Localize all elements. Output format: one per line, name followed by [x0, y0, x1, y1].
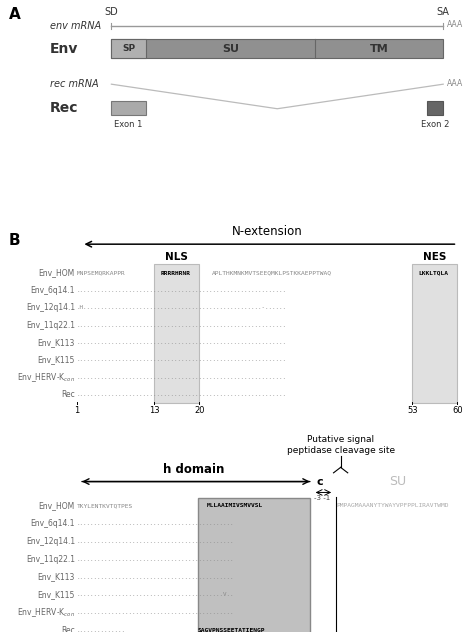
Text: SU: SU: [389, 475, 406, 488]
Text: ............................................................: ........................................…: [77, 340, 287, 345]
Text: Env_HOM: Env_HOM: [39, 269, 75, 277]
Text: Env_K115: Env_K115: [37, 355, 75, 364]
Text: Env_12q14.1: Env_12q14.1: [26, 303, 75, 312]
Text: Rec: Rec: [61, 626, 75, 632]
Text: Env: Env: [50, 42, 78, 56]
Text: SU: SU: [222, 44, 239, 54]
Text: Env_6q14.1: Env_6q14.1: [30, 519, 75, 528]
Text: ..........................................V..: ........................................…: [77, 592, 234, 597]
Text: Putative signal
peptidase cleavage site: Putative signal peptidase cleavage site: [287, 435, 395, 456]
Text: SA: SA: [437, 7, 450, 17]
Text: ............................................................: ........................................…: [77, 375, 287, 380]
Text: Env_K113: Env_K113: [37, 338, 75, 347]
Text: A: A: [9, 7, 20, 22]
Bar: [111, 100, 146, 114]
Text: RRRRHRNR: RRRRHRNR: [161, 270, 191, 276]
Text: ..............: ..............: [77, 628, 126, 632]
Text: 53: 53: [407, 406, 418, 415]
Text: Env_HERV-K$_{con}$: Env_HERV-K$_{con}$: [17, 607, 75, 619]
Text: ............................................................: ........................................…: [77, 357, 287, 362]
Bar: [427, 100, 443, 114]
Text: Exon 2: Exon 2: [421, 119, 449, 129]
Text: Env_11q22.1: Env_11q22.1: [26, 555, 75, 564]
Text: -3 -1: -3 -1: [314, 495, 330, 501]
Text: MLLAAIMIVSMVVSL: MLLAAIMIVSMVVSL: [207, 503, 263, 508]
Bar: [111, 39, 146, 59]
Text: NES: NES: [423, 253, 447, 262]
Text: Env_HERV-K$_{con}$: Env_HERV-K$_{con}$: [17, 371, 75, 384]
Text: 13: 13: [149, 406, 160, 415]
Bar: [412, 264, 457, 403]
Text: ............................................................: ........................................…: [77, 288, 287, 293]
Text: SD: SD: [104, 7, 118, 17]
Text: 20: 20: [194, 406, 205, 415]
Text: .............................................: ........................................…: [77, 574, 234, 580]
Text: TKYLENTKVTQTPES: TKYLENTKVTQTPES: [77, 503, 133, 508]
Text: ............................................................: ........................................…: [77, 392, 287, 397]
Text: B: B: [9, 233, 20, 248]
Text: Env_6q14.1: Env_6q14.1: [30, 286, 75, 295]
Text: SP: SP: [122, 44, 135, 53]
Text: N-extension: N-extension: [232, 226, 302, 238]
Text: Env_HOM: Env_HOM: [39, 501, 75, 510]
Text: 1: 1: [74, 406, 80, 415]
Text: NLS: NLS: [165, 253, 188, 262]
Text: h domain: h domain: [163, 463, 224, 476]
Bar: [154, 264, 200, 403]
Text: rec mRNA: rec mRNA: [50, 79, 99, 89]
Text: Env_12q14.1: Env_12q14.1: [26, 537, 75, 546]
Text: APLTHKMNKMVTSEEQMKLPSTKKAEPPTWAQ: APLTHKMNKMVTSEEQMKLPSTKKAEPPTWAQ: [212, 270, 332, 276]
Text: AAA: AAA: [447, 20, 463, 29]
Text: ............................................................: ........................................…: [77, 322, 287, 327]
Text: Env_11q22.1: Env_11q22.1: [26, 320, 75, 330]
Text: Env_K113: Env_K113: [37, 573, 75, 581]
Text: LKKLTQLA: LKKLTQLA: [419, 270, 449, 276]
Bar: [198, 498, 310, 632]
Text: 60: 60: [452, 406, 463, 415]
Text: .............................................: ........................................…: [77, 521, 234, 526]
Text: Rec: Rec: [50, 100, 78, 114]
Text: TM: TM: [370, 44, 389, 54]
Bar: [111, 39, 443, 59]
Text: SAGVPNSSEETATIENGP: SAGVPNSSEETATIENGP: [198, 628, 265, 632]
Text: env mRNA: env mRNA: [50, 21, 101, 31]
Text: Exon 1: Exon 1: [114, 119, 143, 129]
Text: c: c: [316, 477, 323, 487]
Text: AAA: AAA: [447, 78, 463, 87]
Text: .............................................: ........................................…: [77, 557, 234, 562]
Text: Env_K115: Env_K115: [37, 590, 75, 599]
Text: .............................................: ........................................…: [77, 539, 234, 544]
Text: .H...................................................-......: .H......................................…: [77, 305, 287, 310]
Text: MNPSEMQRKAPPR: MNPSEMQRKAPPR: [77, 270, 126, 276]
Text: .............................................: ........................................…: [77, 611, 234, 616]
Text: PMPAGMAAANYTYWAYVPFPPLIRAVTWMD: PMPAGMAAANYTYWAYVPFPPLIRAVTWMD: [337, 503, 449, 508]
Text: Rec: Rec: [61, 390, 75, 399]
